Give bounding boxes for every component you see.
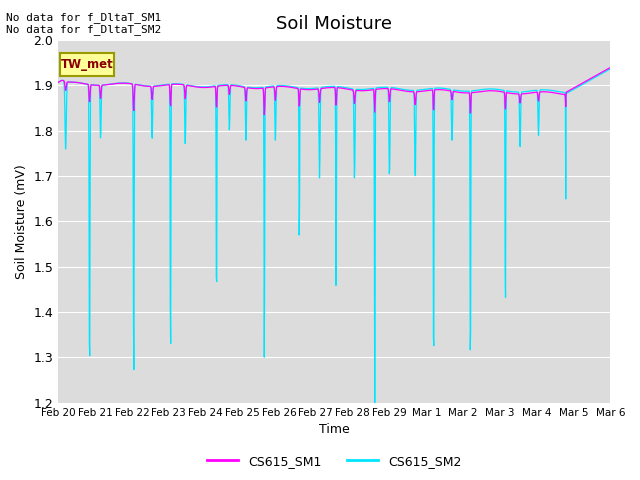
Y-axis label: Soil Moisture (mV): Soil Moisture (mV) [15, 164, 28, 279]
Title: Soil Moisture: Soil Moisture [276, 15, 392, 33]
Text: No data for f_DltaT_SM2: No data for f_DltaT_SM2 [6, 24, 162, 35]
X-axis label: Time: Time [319, 423, 349, 436]
Text: No data for f_DltaT_SM1: No data for f_DltaT_SM1 [6, 12, 162, 23]
Text: TW_met: TW_met [60, 58, 113, 71]
Legend: CS615_SM1, CS615_SM2: CS615_SM1, CS615_SM2 [202, 450, 467, 473]
